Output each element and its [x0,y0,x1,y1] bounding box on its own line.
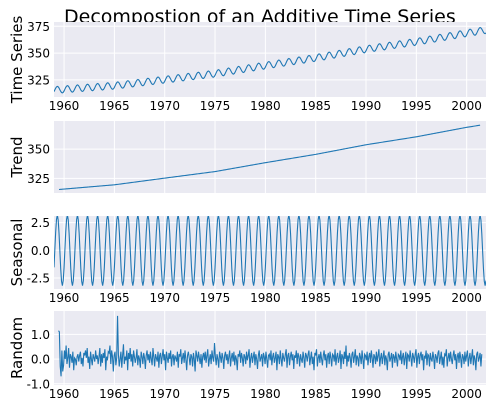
x-tick-label: 1960 [49,291,80,305]
y-axis-label: Time Series [8,16,26,105]
y-axis-label: Trend [8,136,26,178]
x-tick-label: 1965 [99,291,130,305]
x-tick-label: 1975 [200,291,231,305]
x-tick-label: 1990 [351,387,382,401]
y-tick-label: 375 [27,20,50,34]
x-tick-label: 1980 [250,99,281,113]
x-tick-label: 2000 [451,387,482,401]
series-line [58,124,481,191]
plot-area [54,121,486,193]
x-tick-label: 1975 [200,99,231,113]
panel-4: 1960 1965 1970 1975 1980 1985 1990 1995 2000 1.0 0… [8,311,486,401]
panel-1: 1960 1965 1970 1975 1980 1985 1990 1995 2000 325 3… [8,16,486,113]
x-tick-label: 1995 [401,387,432,401]
y-tick-label: 325 [27,172,50,186]
x-tick-label: 1995 [401,99,432,113]
x-tick-label: 1985 [300,387,331,401]
x-tick-label: 1990 [351,291,382,305]
plot-area [54,311,486,385]
series-line [58,315,483,377]
y-tick-label: 350 [27,47,50,61]
x-tick-label: 1985 [300,291,331,305]
y-tick-label: 0.0 [31,244,50,258]
y-tick-label: 2.5 [31,216,50,230]
y-axis-label: Random [8,317,26,379]
x-tick-label: 1985 [300,99,331,113]
y-tick-label: -2.5 [27,271,50,285]
x-tick-label: 1980 [250,291,281,305]
plot-area [54,22,486,97]
panels: 1960 1965 1970 1975 1980 1985 1990 1995 20003253… [8,16,486,401]
x-tick-label: 2000 [451,291,482,305]
x-tick-label: 1965 [99,387,130,401]
x-tick-label: 1970 [149,291,180,305]
y-axis-label: Seasonal [8,219,26,287]
x-tick-label: 1970 [149,99,180,113]
y-tick-label: 0.0 [31,353,50,367]
x-tick-label: 1980 [250,387,281,401]
y-tick-label: -1.0 [27,377,50,391]
x-tick-label: 2000 [451,99,482,113]
x-tick-label: 1990 [351,99,382,113]
x-tick-label: 1975 [200,387,231,401]
panel-3: 1960 1965 1970 1975 1980 1985 1990 1995 2000 2.5 0… [8,216,486,305]
series-line [54,26,486,94]
x-tick-label: 1965 [99,99,130,113]
y-tick-label: 1.0 [31,328,50,342]
series-line [54,216,486,286]
y-tick-label: 350 [27,143,50,157]
x-tick-label: 1995 [401,291,432,305]
x-tick-label: 1960 [49,99,80,113]
y-tick-label: 325 [27,73,50,87]
x-tick-label: 1970 [149,387,180,401]
x-tick-label: 1960 [49,387,80,401]
